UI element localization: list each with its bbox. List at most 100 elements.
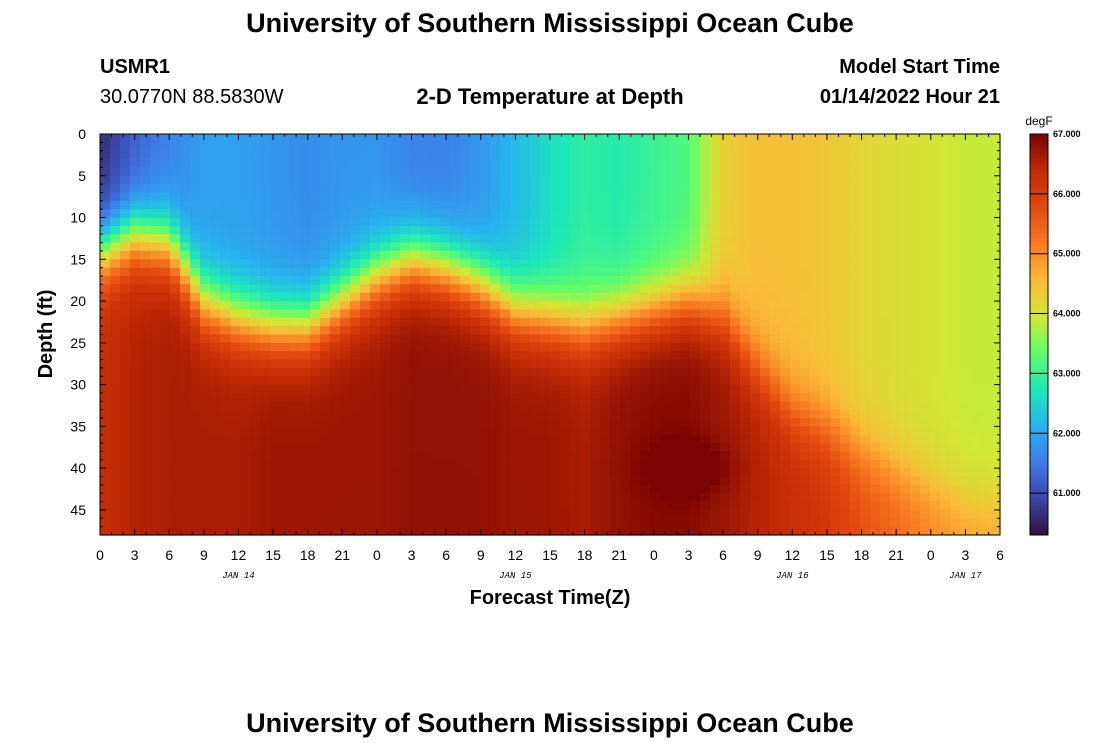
heatmap-cell <box>860 443 871 453</box>
heatmap-cell <box>900 192 911 202</box>
heatmap-cell <box>650 501 661 511</box>
heatmap-cell <box>210 334 221 344</box>
heatmap-cell <box>790 451 801 461</box>
heatmap-cell <box>190 250 201 260</box>
heatmap-cell <box>250 217 261 227</box>
heatmap-cell <box>910 493 921 503</box>
heatmap-cell <box>180 493 191 503</box>
heatmap-cell <box>840 209 851 219</box>
heatmap-cell <box>890 142 901 152</box>
heatmap-cell <box>560 317 571 327</box>
heatmap-cell <box>950 175 961 185</box>
heatmap-cell <box>570 259 581 269</box>
heatmap-cell <box>670 409 681 419</box>
heatmap-cell <box>390 267 401 277</box>
heatmap-cell <box>620 526 631 536</box>
heatmap-cell <box>690 326 701 336</box>
heatmap-cell <box>740 309 751 319</box>
heatmap-cell <box>760 401 771 411</box>
heatmap-cell <box>910 150 921 160</box>
heatmap-cell <box>460 259 471 269</box>
heatmap-cell <box>180 468 191 478</box>
heatmap-cell <box>330 267 341 277</box>
heatmap-cell <box>480 426 491 436</box>
heatmap-cell <box>740 384 751 394</box>
x-tick-label: 21 <box>888 547 904 563</box>
heatmap-cell <box>780 451 791 461</box>
heatmap-cell <box>150 526 161 536</box>
heatmap-cell <box>960 259 971 269</box>
heatmap-cell <box>410 342 421 352</box>
heatmap-cell <box>170 292 181 302</box>
heatmap-cell <box>820 484 831 494</box>
heatmap-cell <box>350 225 361 235</box>
x-tick-label: 9 <box>200 547 208 563</box>
heatmap-cell <box>700 175 711 185</box>
heatmap-cell <box>350 192 361 202</box>
heatmap-cell <box>280 209 291 219</box>
heatmap-cell <box>880 468 891 478</box>
heatmap-cell <box>160 225 171 235</box>
heatmap-cell <box>310 509 321 519</box>
heatmap-cell <box>570 242 581 252</box>
heatmap-cell <box>640 292 651 302</box>
heatmap-cell <box>120 200 131 210</box>
heatmap-cell <box>920 225 931 235</box>
heatmap-cell <box>630 459 641 469</box>
heatmap-cell <box>140 443 151 453</box>
heatmap-cell <box>420 292 431 302</box>
heatmap-cell <box>900 200 911 210</box>
heatmap-cell <box>910 326 921 336</box>
heatmap-cell <box>980 267 991 277</box>
heatmap-cell <box>100 518 111 528</box>
heatmap-cell <box>140 301 151 311</box>
heatmap-cell <box>580 351 591 361</box>
heatmap-cell <box>860 192 871 202</box>
x-tick-label: 21 <box>335 547 351 563</box>
heatmap-cell <box>600 509 611 519</box>
heatmap-cell <box>430 501 441 511</box>
heatmap-cell <box>270 134 281 143</box>
heatmap-cell <box>520 184 531 194</box>
heatmap-cell <box>620 134 631 143</box>
heatmap-cell <box>250 259 261 269</box>
heatmap-cell <box>410 526 421 536</box>
heatmap-cell <box>840 409 851 419</box>
heatmap-cell <box>850 451 861 461</box>
heatmap-cell <box>130 518 141 528</box>
heatmap-cell <box>540 493 551 503</box>
heatmap-cell <box>740 259 751 269</box>
heatmap-cell <box>670 451 681 461</box>
heatmap-cell <box>410 150 421 160</box>
heatmap-cell <box>640 250 651 260</box>
heatmap-cell <box>840 284 851 294</box>
heatmap-cell <box>750 192 761 202</box>
heatmap-cell <box>500 493 511 503</box>
heatmap-cell <box>670 518 681 528</box>
heatmap-cell <box>170 209 181 219</box>
heatmap-cell <box>630 309 641 319</box>
heatmap-cell <box>810 526 821 536</box>
heatmap-cell <box>120 493 131 503</box>
heatmap-cell <box>580 200 591 210</box>
heatmap-cell <box>660 484 671 494</box>
heatmap-cell <box>400 317 411 327</box>
heatmap-cell <box>940 150 951 160</box>
heatmap-cell <box>420 367 431 377</box>
y-tick-label: 25 <box>70 335 86 351</box>
heatmap-cell <box>680 484 691 494</box>
heatmap-cell <box>140 509 151 519</box>
heatmap-cell <box>200 351 211 361</box>
heatmap-cell <box>420 409 431 419</box>
heatmap-cell <box>110 192 121 202</box>
heatmap-cell <box>690 518 701 528</box>
heatmap-cell <box>920 234 931 244</box>
heatmap-cell <box>370 434 381 444</box>
heatmap-cell <box>180 443 191 453</box>
heatmap-cell <box>270 284 281 294</box>
heatmap-cell <box>980 134 991 143</box>
x-tick-label: 9 <box>754 547 762 563</box>
heatmap-cell <box>750 401 761 411</box>
heatmap-cell <box>400 468 411 478</box>
heatmap-cell <box>670 225 681 235</box>
